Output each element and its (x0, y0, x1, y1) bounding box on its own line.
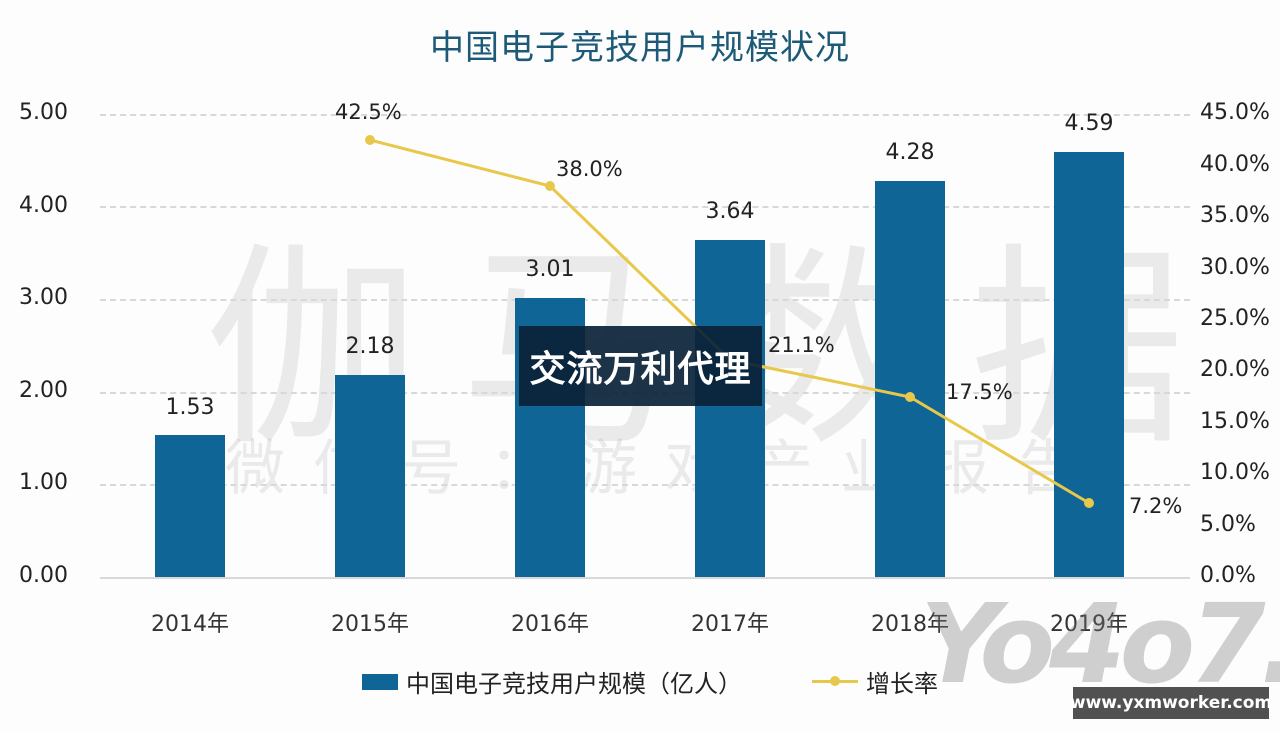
x-axis-line (100, 577, 1190, 579)
y-right-tick: 45.0% (1200, 100, 1270, 125)
line-value-label: 38.0% (556, 157, 623, 181)
legend-line-swatch (812, 676, 858, 686)
bar-value-label: 3.64 (705, 199, 755, 224)
bar-value-label: 4.28 (885, 140, 935, 165)
y-right-tick: 20.0% (1200, 357, 1270, 382)
y-left-tick: 0.00 (19, 563, 68, 588)
legend-bar-swatch (362, 673, 398, 690)
legend-line-label: 增长率 (866, 670, 938, 698)
bar-2015 (335, 375, 405, 577)
x-tick-label: 2019年 (1050, 612, 1128, 637)
y-left-tick: 4.00 (19, 193, 68, 218)
y-left-tick: 3.00 (19, 285, 68, 310)
y-left-tick: 5.00 (19, 100, 68, 125)
line-value-label: 7.2% (1129, 494, 1183, 518)
y-right-tick: 30.0% (1200, 255, 1270, 280)
x-tick-label: 2017年 (691, 612, 769, 637)
x-tick-label: 2014年 (151, 612, 229, 637)
gridline (100, 484, 1190, 486)
line-value-label: 42.5% (335, 100, 402, 124)
x-tick-label: 2018年 (871, 612, 949, 637)
site-url: www.yxmworker.com (1070, 687, 1272, 719)
overlay-banner: 交流万利代理 (519, 326, 762, 406)
y-right-tick: 25.0% (1200, 306, 1270, 331)
legend-bar-label: 中国电子竞技用户规模（亿人） (406, 670, 742, 698)
bar-2014 (155, 435, 225, 577)
bar-2018 (875, 181, 945, 577)
gridline (100, 206, 1190, 208)
y-right-tick: 10.0% (1200, 460, 1270, 485)
y-right-tick: 40.0% (1200, 152, 1270, 177)
y-right-tick: 0.0% (1200, 563, 1256, 588)
x-tick-label: 2016年 (511, 612, 589, 637)
gridline (100, 299, 1190, 301)
x-tick-label: 2015年 (331, 612, 409, 637)
y-left-tick: 1.00 (19, 470, 68, 495)
site-logo: Yo4o7.com (920, 580, 1280, 708)
y-right-tick: 35.0% (1200, 203, 1270, 228)
y-right-tick: 5.0% (1200, 512, 1256, 537)
y-left-tick: 2.00 (19, 378, 68, 403)
bar-value-label: 1.53 (165, 395, 215, 420)
y-right-tick: 15.0% (1200, 409, 1270, 434)
chart-legend: 中国电子竞技用户规模（亿人） 增长率 (362, 664, 938, 699)
line-value-label: 17.5% (946, 380, 1013, 404)
chart-title: 中国电子竞技用户规模状况 (430, 28, 850, 68)
bar-value-label: 3.01 (525, 257, 575, 282)
gridline (100, 114, 1190, 116)
bar-value-label: 4.59 (1064, 111, 1114, 136)
line-value-label: 21.1% (768, 333, 835, 357)
bar-2017 (695, 240, 765, 577)
bar-value-label: 2.18 (345, 334, 395, 359)
